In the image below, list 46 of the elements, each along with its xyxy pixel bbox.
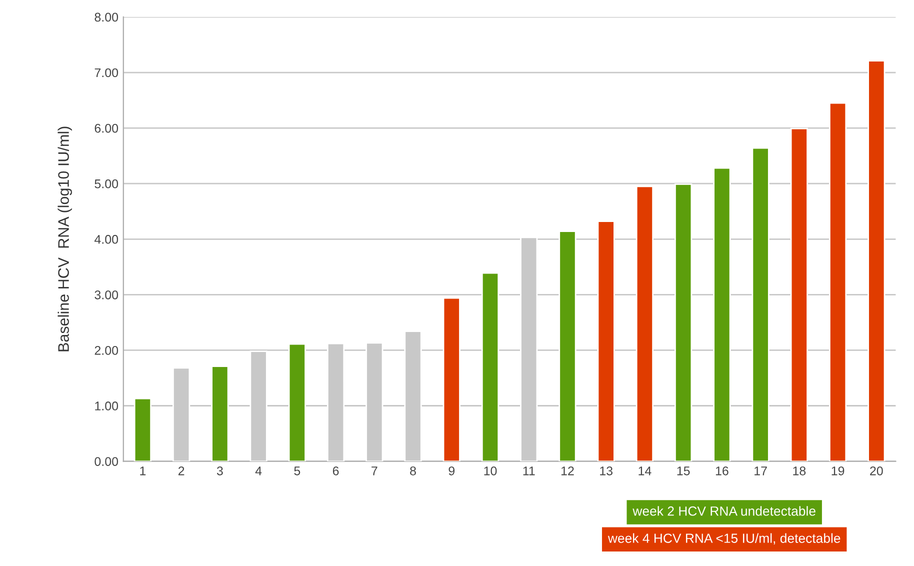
x-tick-label: 20 [870, 466, 883, 476]
text: week 4 HCV RNA <15 IU/ml, detectable [608, 533, 840, 544]
x-tick-label: 7 [372, 466, 378, 476]
y-tick-label: 5.00 [94, 179, 118, 188]
x-tick-label: 2 [178, 466, 184, 476]
y-tick-label: 8.00 [94, 12, 118, 22]
x-tick-label: 1 [140, 466, 146, 476]
bar [828, 102, 847, 462]
x-tick-label: 18 [793, 466, 806, 476]
x-tick-label: 4 [255, 466, 262, 476]
y-tick-label: 3.00 [94, 290, 118, 300]
bar [636, 186, 654, 462]
y-tick-label: 6.00 [94, 124, 118, 133]
bar [442, 297, 460, 462]
bar [134, 398, 152, 462]
x-tick-label: 14 [638, 466, 652, 476]
bar [790, 128, 808, 462]
bar [752, 147, 770, 462]
x-tick-label: 3 [216, 466, 223, 476]
bar [481, 272, 500, 462]
y-tick-label: 7.00 [94, 68, 118, 78]
text: week 2 HCV RNA undetectable [632, 506, 816, 516]
x-tick-label: 16 [716, 466, 728, 476]
x-tick-label: 11 [523, 466, 535, 476]
x-tick-label: 9 [448, 466, 455, 476]
y-tick-label: 4.00 [94, 234, 118, 244]
bar [713, 167, 731, 462]
x-tick-label: 8 [410, 466, 416, 476]
bar [597, 220, 615, 462]
x-tick-label: 6 [332, 466, 339, 476]
bar [674, 183, 692, 462]
y-tick-label: 0.00 [94, 457, 118, 466]
y-axis-title: Baseline HCV RNA (log10 IU/ml) [58, 126, 72, 352]
x-tick-label: 15 [677, 466, 690, 476]
bar [288, 343, 306, 462]
y-tick-label: 1.00 [95, 402, 118, 410]
x-tick-label: 13 [600, 466, 612, 476]
bar [868, 60, 886, 462]
x-tick-label: 12 [561, 466, 574, 476]
bar [211, 366, 229, 462]
x-tick-label: 10 [484, 466, 497, 476]
bar [558, 230, 576, 462]
x-tick-label: 17 [754, 466, 767, 476]
x-tick-label: 5 [294, 466, 300, 476]
x-tick-label: 19 [832, 466, 844, 476]
y-tick-label: 2.00 [94, 346, 118, 355]
